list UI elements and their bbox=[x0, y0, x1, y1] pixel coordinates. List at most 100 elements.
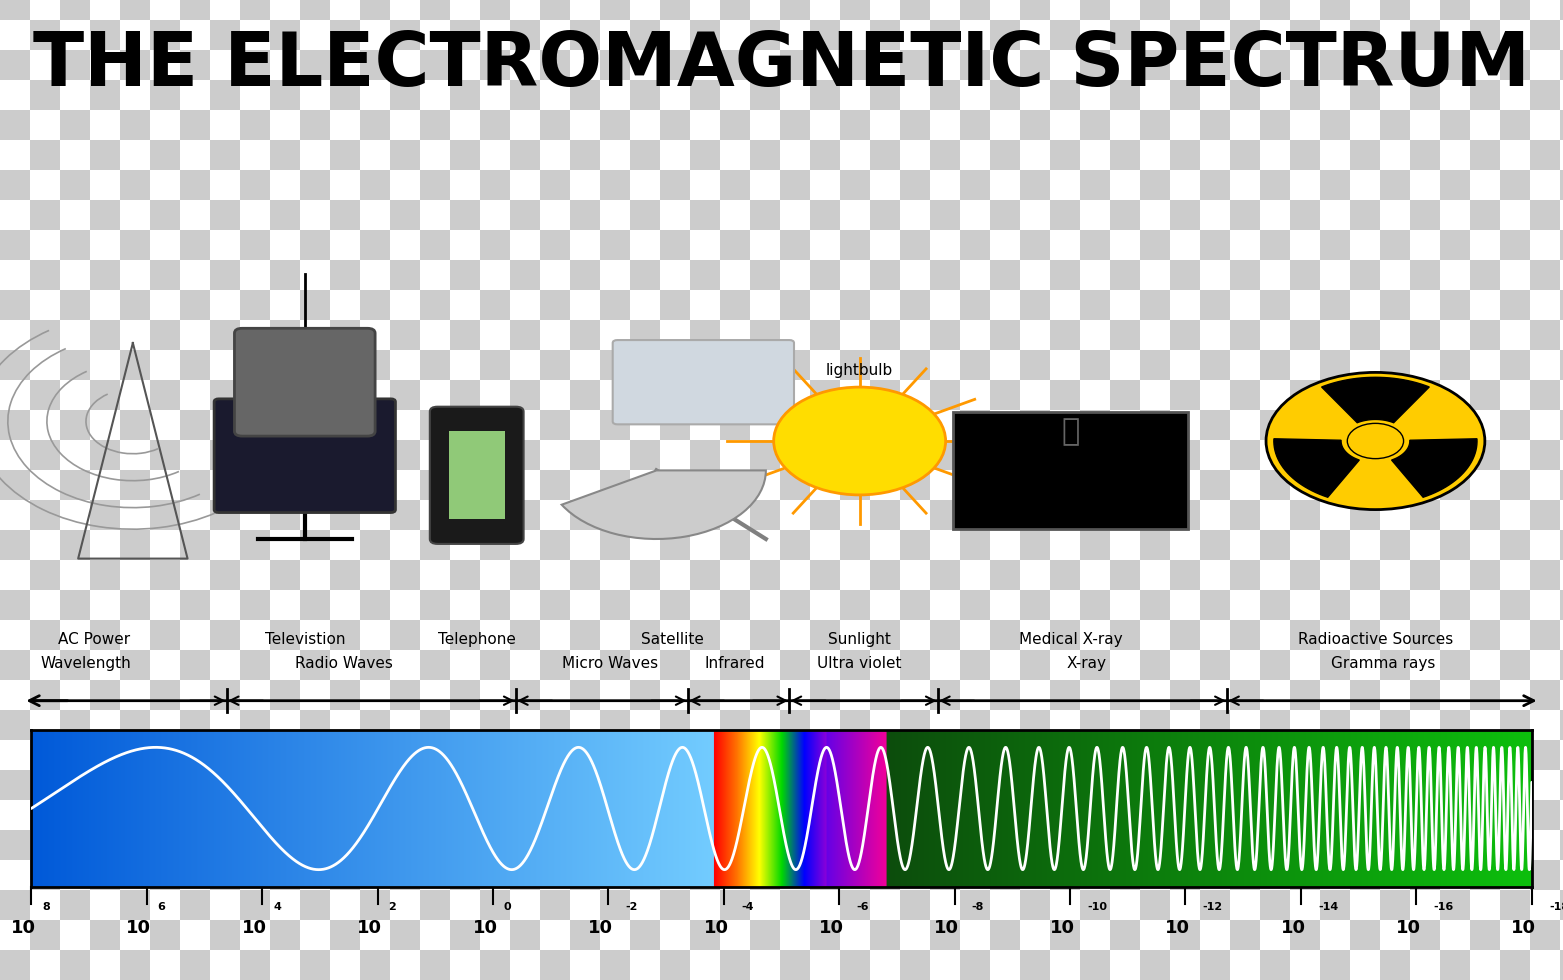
Text: Sunlight: Sunlight bbox=[828, 632, 891, 647]
Bar bbox=[1021, 440, 1050, 470]
Bar bbox=[391, 800, 420, 830]
Bar bbox=[1021, 380, 1050, 410]
Bar bbox=[1171, 380, 1200, 410]
Bar bbox=[510, 860, 539, 890]
Bar bbox=[1230, 110, 1260, 140]
Bar bbox=[689, 830, 721, 860]
Bar bbox=[1110, 740, 1139, 770]
Bar bbox=[150, 470, 180, 500]
Bar bbox=[300, 110, 330, 140]
Bar bbox=[750, 260, 780, 290]
Bar bbox=[900, 950, 930, 980]
Bar bbox=[510, 830, 539, 860]
Bar bbox=[510, 620, 539, 650]
Bar bbox=[270, 20, 300, 50]
Bar bbox=[300, 170, 330, 200]
Bar bbox=[1110, 620, 1139, 650]
Bar bbox=[1469, 380, 1500, 410]
Bar bbox=[120, 80, 150, 110]
Bar bbox=[570, 170, 600, 200]
Bar bbox=[930, 380, 960, 410]
Bar bbox=[1500, 440, 1530, 470]
Bar bbox=[1050, 920, 1080, 950]
Bar bbox=[630, 530, 660, 560]
Bar bbox=[1260, 890, 1289, 920]
Bar bbox=[1110, 770, 1139, 800]
Bar bbox=[480, 680, 510, 710]
Bar bbox=[30, 410, 59, 440]
Bar bbox=[1530, 830, 1560, 860]
Bar bbox=[241, 950, 270, 980]
Bar bbox=[1289, 20, 1321, 50]
Bar bbox=[1050, 260, 1080, 290]
Bar bbox=[30, 200, 59, 230]
Bar bbox=[1469, 410, 1500, 440]
Bar bbox=[91, 440, 120, 470]
Bar bbox=[660, 470, 689, 500]
Bar bbox=[630, 710, 660, 740]
Bar bbox=[300, 200, 330, 230]
Bar bbox=[1080, 380, 1110, 410]
Bar bbox=[1410, 440, 1440, 470]
Bar bbox=[750, 830, 780, 860]
Bar bbox=[839, 920, 871, 950]
Bar bbox=[721, 740, 750, 770]
Bar bbox=[871, 530, 900, 560]
Bar bbox=[1530, 770, 1560, 800]
Bar bbox=[209, 920, 241, 950]
Bar bbox=[1530, 710, 1560, 740]
Bar bbox=[180, 560, 209, 590]
Bar bbox=[0, 80, 30, 110]
Bar bbox=[600, 860, 630, 890]
Bar bbox=[1200, 320, 1230, 350]
Bar bbox=[480, 140, 510, 170]
Bar bbox=[1139, 80, 1171, 110]
Bar bbox=[689, 800, 721, 830]
Bar bbox=[1289, 500, 1321, 530]
Bar bbox=[1289, 860, 1321, 890]
Bar bbox=[630, 950, 660, 980]
Bar bbox=[630, 20, 660, 50]
Bar bbox=[810, 560, 839, 590]
Bar bbox=[1260, 80, 1289, 110]
Bar bbox=[420, 260, 450, 290]
Bar bbox=[1289, 50, 1321, 80]
Bar bbox=[750, 110, 780, 140]
Bar bbox=[0, 740, 30, 770]
Bar bbox=[1230, 0, 1260, 20]
Bar bbox=[750, 290, 780, 320]
Bar bbox=[871, 20, 900, 50]
Bar bbox=[450, 170, 480, 200]
Bar bbox=[1139, 920, 1171, 950]
Bar bbox=[989, 260, 1021, 290]
Bar bbox=[1110, 440, 1139, 470]
Bar bbox=[1500, 290, 1530, 320]
Bar bbox=[0, 710, 30, 740]
Bar bbox=[539, 650, 570, 680]
Bar bbox=[989, 860, 1021, 890]
Bar bbox=[1139, 50, 1171, 80]
Bar bbox=[721, 500, 750, 530]
Bar bbox=[120, 380, 150, 410]
Bar bbox=[660, 650, 689, 680]
Bar bbox=[510, 440, 539, 470]
Bar bbox=[630, 620, 660, 650]
Bar bbox=[180, 80, 209, 110]
Bar bbox=[539, 500, 570, 530]
Bar bbox=[750, 500, 780, 530]
Bar bbox=[630, 800, 660, 830]
Bar bbox=[989, 680, 1021, 710]
Bar bbox=[780, 440, 810, 470]
Bar bbox=[450, 320, 480, 350]
Bar bbox=[1200, 20, 1230, 50]
Bar bbox=[300, 140, 330, 170]
Bar bbox=[539, 0, 570, 20]
Bar bbox=[689, 950, 721, 980]
Bar bbox=[660, 680, 689, 710]
Bar bbox=[1469, 740, 1500, 770]
Bar bbox=[209, 680, 241, 710]
Bar bbox=[1560, 710, 1563, 740]
Bar bbox=[1289, 800, 1321, 830]
Bar bbox=[839, 170, 871, 200]
Bar bbox=[1139, 860, 1171, 890]
